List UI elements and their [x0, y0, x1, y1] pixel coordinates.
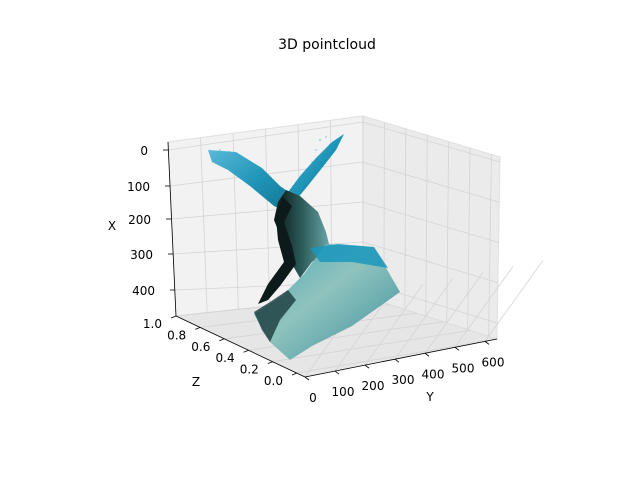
z-axis-label: X [108, 219, 116, 233]
z-tick-label: 100 [127, 180, 150, 194]
z-tick-labels: 0 100 200 300 400 [127, 144, 155, 298]
grid-line-x [394, 277, 454, 360]
x-tick-label: 0 [309, 391, 317, 405]
x-tick-mark [334, 370, 340, 375]
x-tick-mark [304, 376, 310, 381]
grid-line-x-vertical [404, 128, 407, 310]
grid-line-x-vertical [467, 148, 471, 330]
grid-line-left-vertical [265, 128, 270, 307]
y-tick-label: 0.2 [240, 363, 259, 377]
y-tick-mark [195, 327, 201, 330]
grid-line-x [484, 260, 544, 342]
x-tick-mark [484, 341, 490, 345]
x-tick-label: 300 [392, 373, 415, 387]
y-tick-label: 0.6 [191, 340, 210, 354]
z-axis-line [167, 141, 177, 317]
z-tick-label: 400 [132, 284, 155, 298]
x-tick-label: 400 [422, 367, 445, 381]
y-tick-mark [243, 349, 249, 353]
y-tick-label: 0.8 [167, 328, 186, 342]
x-tick-labels: 0 100 200 300 400 500 600 [309, 355, 504, 405]
grid-line-y [272, 330, 471, 362]
y-tick-mark [219, 338, 225, 342]
grid-line-x [454, 266, 514, 348]
y-tick-mark [170, 315, 177, 319]
x-tick-label: 500 [452, 361, 475, 375]
pointcloud [208, 134, 400, 360]
seafloor-plane [254, 244, 400, 360]
shadow-crevice [258, 196, 296, 304]
chart-title: 3D pointcloud [278, 37, 376, 53]
grid-line-x-vertical [446, 141, 450, 323]
seafloor-shadow [254, 290, 296, 342]
grid-line-x-vertical [425, 135, 428, 317]
z-tick-label: 0 [140, 144, 148, 158]
grid-line-x-vertical [488, 154, 492, 337]
z-tick-label: 200 [128, 213, 151, 227]
x-tick-mark [454, 346, 460, 351]
y-tick-label: 0.0 [264, 374, 283, 388]
y-tick-mark [291, 372, 298, 376]
water-arm-right [288, 134, 344, 200]
water-arm-left [208, 150, 300, 214]
grid-line-x [424, 272, 484, 354]
y-axis-line [175, 315, 306, 378]
grid-line-z-right [362, 161, 500, 203]
x-tick-mark [364, 364, 370, 369]
y-tick-label: 1.0 [143, 317, 162, 331]
x-axis-line [304, 338, 498, 378]
x-tick-mark [394, 358, 400, 363]
y-axis-label: Z [192, 375, 200, 389]
y-tick-label: 0.4 [216, 351, 235, 365]
x-tick-label: 200 [362, 379, 385, 393]
grid-line-z-right [362, 201, 499, 243]
z-tick-label: 300 [130, 248, 153, 262]
grid-line-z-right [362, 241, 498, 284]
y-tick-mark [267, 361, 273, 364]
x-axis-label: Y [425, 390, 434, 404]
grid-line-left-vertical [200, 137, 208, 313]
water-band [310, 244, 388, 268]
grid-line-z-right [362, 121, 501, 163]
x-tick-label: 600 [482, 355, 505, 369]
grid-line-y [296, 338, 498, 374]
y-tick-labels: 0.0 0.2 0.4 0.6 0.8 1.0 [143, 317, 283, 388]
x-tick-label: 100 [332, 385, 355, 399]
x-tick-mark [424, 352, 430, 357]
